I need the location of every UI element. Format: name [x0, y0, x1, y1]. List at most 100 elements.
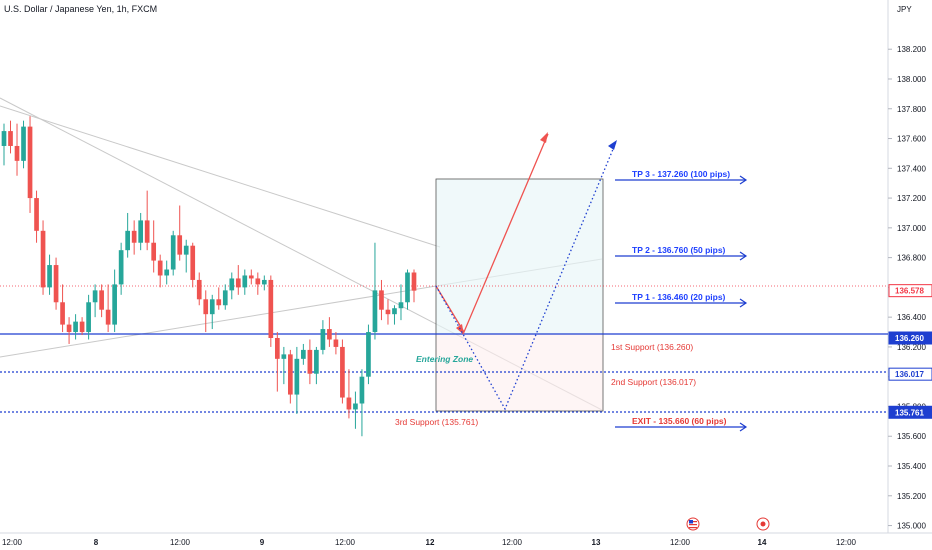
candle	[118, 242, 124, 295]
price-tick-label: 136.800	[897, 254, 926, 263]
candlesticks	[1, 116, 417, 437]
candle	[183, 239, 189, 273]
candle	[307, 339, 313, 385]
price-tag-label: 136.017	[895, 370, 924, 379]
time-tick-label: 8	[94, 538, 99, 547]
bearish-first-projection-path[interactable]	[435, 141, 617, 411]
candle	[301, 343, 306, 365]
candle	[366, 324, 371, 385]
us-flag-event-icon[interactable]	[686, 517, 700, 531]
candle-body	[8, 131, 13, 146]
candle-body	[27, 126, 33, 199]
chart-title: U.S. Dollar / Japanese Yen, 1h, FXCM	[4, 4, 157, 14]
candle	[138, 212, 144, 251]
exit-label: EXIT - 135.660 (60 pips)	[632, 416, 727, 426]
candle-body	[73, 321, 78, 333]
candle	[203, 290, 209, 333]
price-tick-label: 136.400	[897, 313, 926, 322]
bullish-projection-path[interactable]	[435, 133, 549, 334]
candle-body	[301, 349, 306, 359]
candle-body	[34, 198, 39, 231]
entering-zone-label: Entering Zone	[416, 354, 473, 364]
candle	[405, 269, 410, 310]
candle	[79, 317, 85, 336]
candle	[151, 220, 157, 273]
candle	[235, 265, 241, 295]
candle-body	[359, 376, 365, 404]
candle-body	[385, 309, 391, 315]
price-tag-label: 135.761	[895, 408, 924, 417]
price-tick-label: 135.600	[897, 432, 926, 441]
candle	[27, 116, 33, 213]
candle-body	[255, 278, 261, 285]
candle	[8, 120, 13, 154]
currency-label: JPY	[897, 5, 912, 14]
candle	[170, 230, 176, 276]
candle-body	[144, 220, 150, 243]
target-zone[interactable]	[435, 178, 604, 335]
price-tag	[888, 331, 932, 345]
time-tick-label: 14	[758, 538, 767, 547]
time-tick-label: 12:00	[2, 538, 23, 547]
candle	[164, 260, 170, 285]
tp2-label: TP 2 - 136.760 (50 pips)	[632, 245, 726, 255]
candle	[157, 254, 163, 288]
candle	[353, 391, 358, 429]
candle-body	[411, 272, 417, 291]
candle-body	[66, 324, 72, 333]
candle	[333, 332, 339, 355]
candle	[359, 369, 365, 437]
candle	[14, 123, 20, 176]
candle-body	[235, 278, 241, 288]
tp1-label: TP 1 - 136.460 (20 pips)	[632, 292, 726, 302]
candle-body	[261, 279, 267, 285]
candle-body	[151, 242, 157, 261]
candle-body	[1, 131, 7, 146]
candle-body	[209, 299, 215, 315]
candle-body	[170, 235, 176, 270]
candle-body	[60, 302, 65, 325]
candle	[131, 220, 137, 255]
candle-body	[138, 220, 144, 243]
candle	[53, 257, 59, 310]
time-tick-label: 12:00	[836, 538, 857, 547]
candle	[242, 269, 248, 295]
price-tick-label: 137.200	[897, 194, 926, 203]
candle-body	[164, 269, 170, 276]
candle	[320, 320, 326, 355]
price-tag	[888, 367, 932, 381]
price-tag-label: 136.260	[895, 334, 924, 343]
candle	[372, 242, 378, 340]
candle-body	[131, 230, 137, 243]
candle-body	[268, 279, 274, 338]
candle	[340, 339, 345, 404]
candle-body	[366, 332, 371, 377]
candle-body	[294, 358, 300, 395]
candle-body	[196, 279, 202, 300]
candle-body	[79, 321, 85, 333]
price-tag	[888, 405, 932, 419]
candle	[86, 294, 91, 340]
candle-body	[333, 339, 339, 347]
candle-body	[47, 265, 52, 288]
candle	[60, 284, 65, 333]
time-axis[interactable]: 12:00 8 12:00 9 12:00 12 12:00 13 12:00 14 12:00	[2, 538, 857, 547]
candle-body	[92, 290, 98, 303]
price-tick-label: 135.000	[897, 522, 926, 531]
candle	[196, 272, 202, 306]
trendline-middle[interactable]	[0, 105, 441, 248]
time-tick-label: 12:00	[502, 538, 523, 547]
candle-body	[40, 230, 46, 288]
candle-body	[398, 302, 404, 309]
support-1-label: 1st Support (136.260)	[611, 342, 693, 352]
candle-body	[229, 278, 235, 291]
price-tick-label: 136.200	[897, 343, 926, 352]
support-3-label: 3rd Support (135.761)	[395, 417, 478, 427]
price-tag-label: 136.578	[895, 287, 924, 296]
japan-flag-event-icon[interactable]	[756, 517, 770, 531]
candle-body	[320, 329, 326, 350]
candle-body	[53, 265, 59, 303]
candle-body	[190, 245, 196, 280]
candle-body	[112, 284, 117, 325]
